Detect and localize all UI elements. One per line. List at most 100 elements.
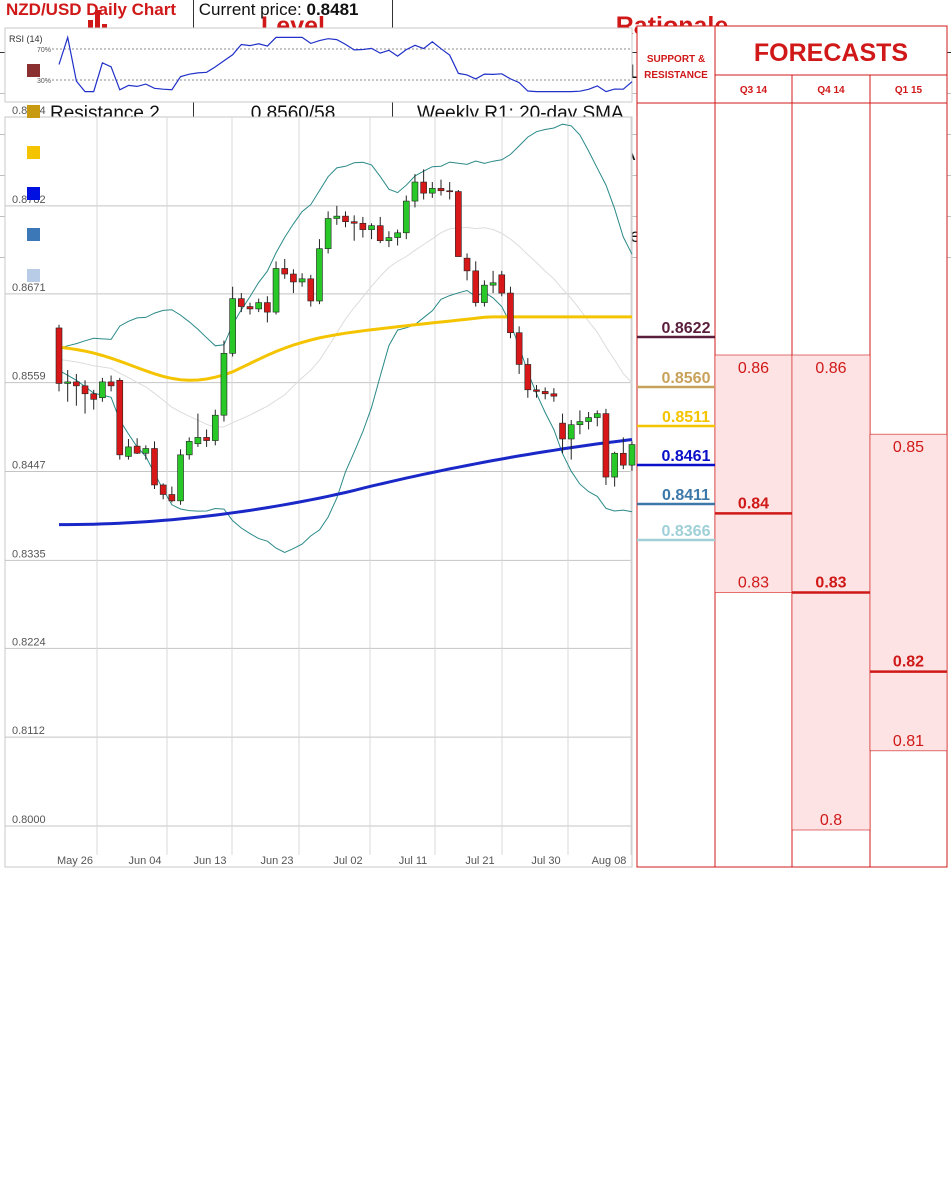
price-chart: 0.88940.87820.86710.85590.84470.83350.82…: [4, 105, 636, 868]
candle-body: [463, 257, 471, 272]
candle: [133, 438, 141, 455]
candle-body: [185, 441, 193, 456]
forecast-high-label: 0.85: [893, 439, 924, 456]
candle-body: [290, 273, 297, 283]
candle: [255, 298, 262, 313]
candle-body: [307, 278, 315, 302]
candle-body: [281, 268, 289, 275]
candle: [307, 274, 315, 307]
candle: [168, 486, 176, 503]
y-tick-label: 0.8671: [12, 282, 46, 294]
x-tick-label: Aug 08: [592, 855, 627, 867]
candle-body: [177, 454, 184, 502]
level-marker-support-1: 0.8461: [637, 448, 715, 467]
x-tick-label: May 26: [57, 855, 93, 867]
candle-body: [559, 422, 566, 440]
candle-body: [359, 222, 367, 230]
candle-body: [628, 444, 636, 466]
candle: [489, 270, 497, 294]
candle: [429, 182, 436, 198]
level-value: 0.8560: [662, 370, 711, 387]
candle-body: [203, 437, 210, 441]
candle: [402, 195, 410, 240]
y-tick-label: 0.8559: [12, 371, 46, 383]
forecasts-title: FORECASTS: [754, 39, 908, 67]
forecast-quarter-label: Q1 15: [895, 85, 923, 96]
sma100-line: [58, 315, 632, 382]
candle: [55, 324, 63, 392]
x-tick-label: Jul 30: [531, 855, 560, 867]
candle: [107, 375, 115, 392]
candle: [99, 377, 106, 402]
candle: [602, 408, 610, 485]
candle-body: [541, 391, 549, 395]
candle-body: [168, 494, 176, 502]
candle-body: [116, 379, 124, 456]
candle-body: [437, 188, 445, 192]
candle: [628, 441, 636, 471]
candle-body: [194, 437, 202, 445]
level-value: 0.8411: [662, 487, 710, 504]
candle-body: [81, 385, 89, 395]
bollinger-upper-line: [58, 123, 633, 349]
candle: [238, 293, 245, 313]
candle-body: [107, 381, 115, 387]
candle: [411, 174, 419, 208]
y-tick-label: 0.8447: [12, 460, 46, 472]
candle-body: [64, 381, 71, 384]
level-color-swatch: [27, 269, 40, 283]
candle-body: [567, 424, 575, 440]
candle: [73, 373, 80, 406]
candle: [211, 409, 219, 446]
rsi-low-label: 30%: [37, 78, 51, 85]
forecast-mid-label: 0.84: [738, 495, 769, 512]
candle: [593, 410, 601, 427]
forecast-column-q4-14: Q4 14 0.86 0.83 0.8: [791, 85, 871, 831]
rsi-line: [58, 35, 633, 93]
candle: [611, 451, 618, 487]
candle: [524, 358, 532, 398]
candle: [550, 388, 558, 402]
x-tick-label: Jul 02: [333, 855, 362, 867]
candle-body: [602, 413, 610, 478]
x-tick-label: Jun 13: [193, 855, 226, 867]
candle-body: [220, 353, 228, 416]
candle: [342, 211, 349, 228]
rsi-high-label: 70%: [37, 47, 51, 54]
side-label-line2: RESISTANCE: [644, 70, 708, 81]
forecast-range-box: [869, 433, 948, 752]
level-marker-resistance-2: 0.8560: [637, 370, 715, 389]
candle: [350, 215, 358, 241]
level-marker-support-3: 0.8366: [637, 523, 715, 542]
candle-body: [316, 248, 323, 302]
candle: [203, 429, 210, 447]
candle: [515, 326, 523, 374]
forecast-quarter-label: Q4 14: [817, 85, 845, 96]
candle: [333, 205, 341, 225]
candle: [507, 286, 514, 339]
candle-body: [524, 364, 532, 391]
candle: [576, 410, 584, 435]
candle: [159, 483, 167, 500]
level-color-swatch: [27, 64, 40, 78]
forecast-mid-label: 0.83: [815, 575, 846, 592]
level-value: 0.8511: [662, 409, 710, 426]
candle-body: [342, 215, 349, 222]
chart-header: NZD/USD Daily Chart Current price: 0.848…: [6, 0, 358, 24]
candle-body: [238, 298, 245, 307]
candle-body: [402, 200, 410, 234]
candle-body: [333, 215, 341, 219]
side-label-line1: SUPPORT &: [647, 54, 705, 65]
candle: [125, 438, 132, 460]
candle-body: [533, 389, 540, 392]
candle-body: [211, 414, 219, 441]
candle: [455, 189, 462, 257]
x-tick-label: Jun 23: [260, 855, 293, 867]
candle-body: [298, 278, 306, 283]
candle-body: [620, 452, 627, 466]
level-marker-support-2: 0.8411: [637, 487, 715, 506]
candle-body: [481, 284, 488, 303]
candle-body: [376, 225, 384, 242]
forecast-range-box: [714, 354, 793, 593]
forecast-high-label: 0.86: [815, 360, 846, 377]
